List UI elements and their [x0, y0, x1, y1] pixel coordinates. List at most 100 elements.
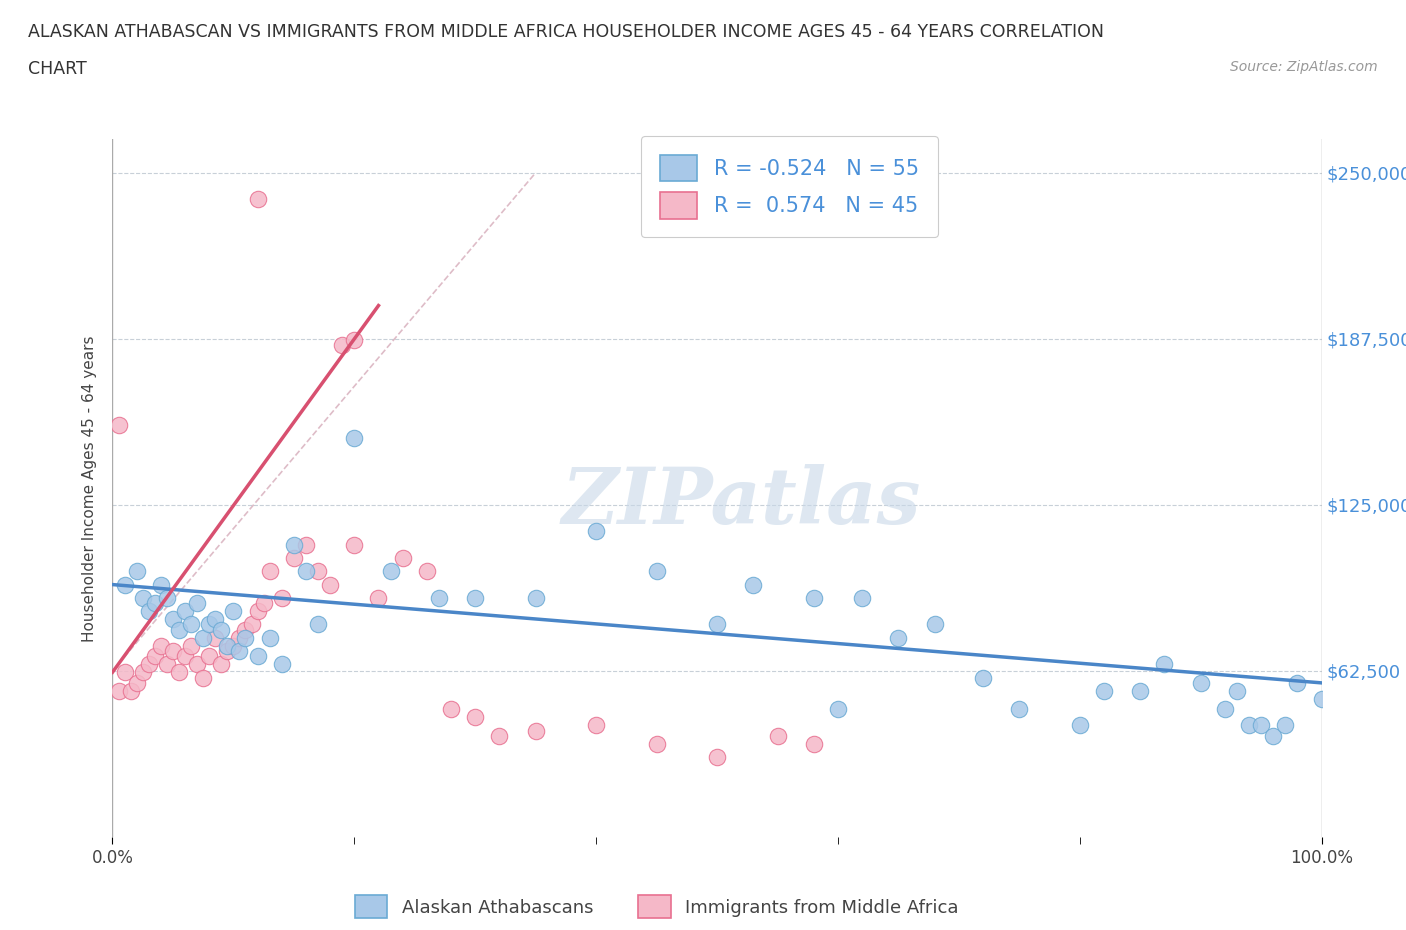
Point — [464, 591, 486, 605]
Point — [416, 564, 439, 578]
Point — [307, 617, 329, 631]
Point — [180, 617, 202, 631]
Point — [1286, 675, 1309, 690]
Point — [295, 538, 318, 552]
Point — [295, 564, 318, 578]
Point — [174, 604, 197, 618]
Point — [143, 649, 166, 664]
Point — [132, 591, 155, 605]
Point — [706, 750, 728, 764]
Point — [174, 649, 197, 664]
Point — [198, 649, 221, 664]
Point — [240, 617, 263, 631]
Point — [107, 418, 129, 432]
Point — [330, 338, 353, 352]
Point — [180, 638, 202, 653]
Point — [1310, 691, 1333, 706]
Point — [259, 631, 281, 645]
Point — [217, 644, 239, 658]
Point — [585, 718, 607, 733]
Point — [186, 657, 208, 671]
Point — [887, 631, 910, 645]
Text: ALASKAN ATHABASCAN VS IMMIGRANTS FROM MIDDLE AFRICA HOUSEHOLDER INCOME AGES 45 -: ALASKAN ATHABASCAN VS IMMIGRANTS FROM MI… — [28, 23, 1104, 41]
Point — [209, 657, 232, 671]
Point — [107, 684, 129, 698]
Point — [253, 596, 276, 611]
Point — [217, 638, 239, 653]
Point — [156, 657, 179, 671]
Point — [138, 657, 160, 671]
Point — [343, 333, 366, 348]
Point — [222, 604, 245, 618]
Point — [851, 591, 873, 605]
Point — [204, 631, 226, 645]
Point — [191, 631, 214, 645]
Point — [246, 604, 269, 618]
Point — [1008, 702, 1031, 717]
Point — [1263, 728, 1285, 743]
Point — [191, 671, 214, 685]
Point — [228, 644, 250, 658]
Point — [138, 604, 160, 618]
Point — [125, 675, 148, 690]
Point — [742, 578, 765, 592]
Text: CHART: CHART — [28, 60, 87, 78]
Point — [1153, 657, 1175, 671]
Point — [125, 564, 148, 578]
Point — [1213, 702, 1236, 717]
Point — [803, 591, 825, 605]
Point — [132, 665, 155, 680]
Point — [235, 622, 257, 637]
Point — [440, 702, 463, 717]
Point — [259, 564, 281, 578]
Point — [972, 671, 994, 685]
Point — [270, 657, 292, 671]
Point — [167, 622, 190, 637]
Point — [1226, 684, 1249, 698]
Point — [319, 578, 342, 592]
Point — [222, 638, 245, 653]
Point — [156, 591, 179, 605]
Point — [1189, 675, 1212, 690]
Point — [162, 644, 184, 658]
Point — [228, 631, 250, 645]
Point — [143, 596, 166, 611]
Point — [343, 431, 366, 445]
Point — [803, 737, 825, 751]
Point — [827, 702, 849, 717]
Point — [307, 564, 329, 578]
Point — [464, 710, 486, 724]
Legend: Alaskan Athabascans, Immigrants from Middle Africa: Alaskan Athabascans, Immigrants from Mid… — [347, 888, 966, 925]
Point — [645, 737, 668, 751]
Point — [149, 578, 172, 592]
Point — [380, 564, 402, 578]
Point — [209, 622, 232, 637]
Point — [167, 665, 190, 680]
Point — [367, 591, 389, 605]
Point — [186, 596, 208, 611]
Point — [1069, 718, 1091, 733]
Point — [270, 591, 292, 605]
Point — [114, 578, 136, 592]
Point — [427, 591, 450, 605]
Point — [524, 591, 547, 605]
Point — [204, 612, 226, 627]
Point — [1237, 718, 1260, 733]
Point — [198, 617, 221, 631]
Point — [1250, 718, 1272, 733]
Point — [924, 617, 946, 631]
Y-axis label: Householder Income Ages 45 - 64 years: Householder Income Ages 45 - 64 years — [82, 335, 97, 642]
Point — [235, 631, 257, 645]
Point — [645, 564, 668, 578]
Text: Source: ZipAtlas.com: Source: ZipAtlas.com — [1230, 60, 1378, 74]
Point — [585, 524, 607, 538]
Point — [283, 551, 305, 565]
Point — [283, 538, 305, 552]
Point — [706, 617, 728, 631]
Point — [524, 724, 547, 738]
Point — [162, 612, 184, 627]
Point — [1092, 684, 1115, 698]
Point — [114, 665, 136, 680]
Point — [488, 728, 510, 743]
Point — [120, 684, 142, 698]
